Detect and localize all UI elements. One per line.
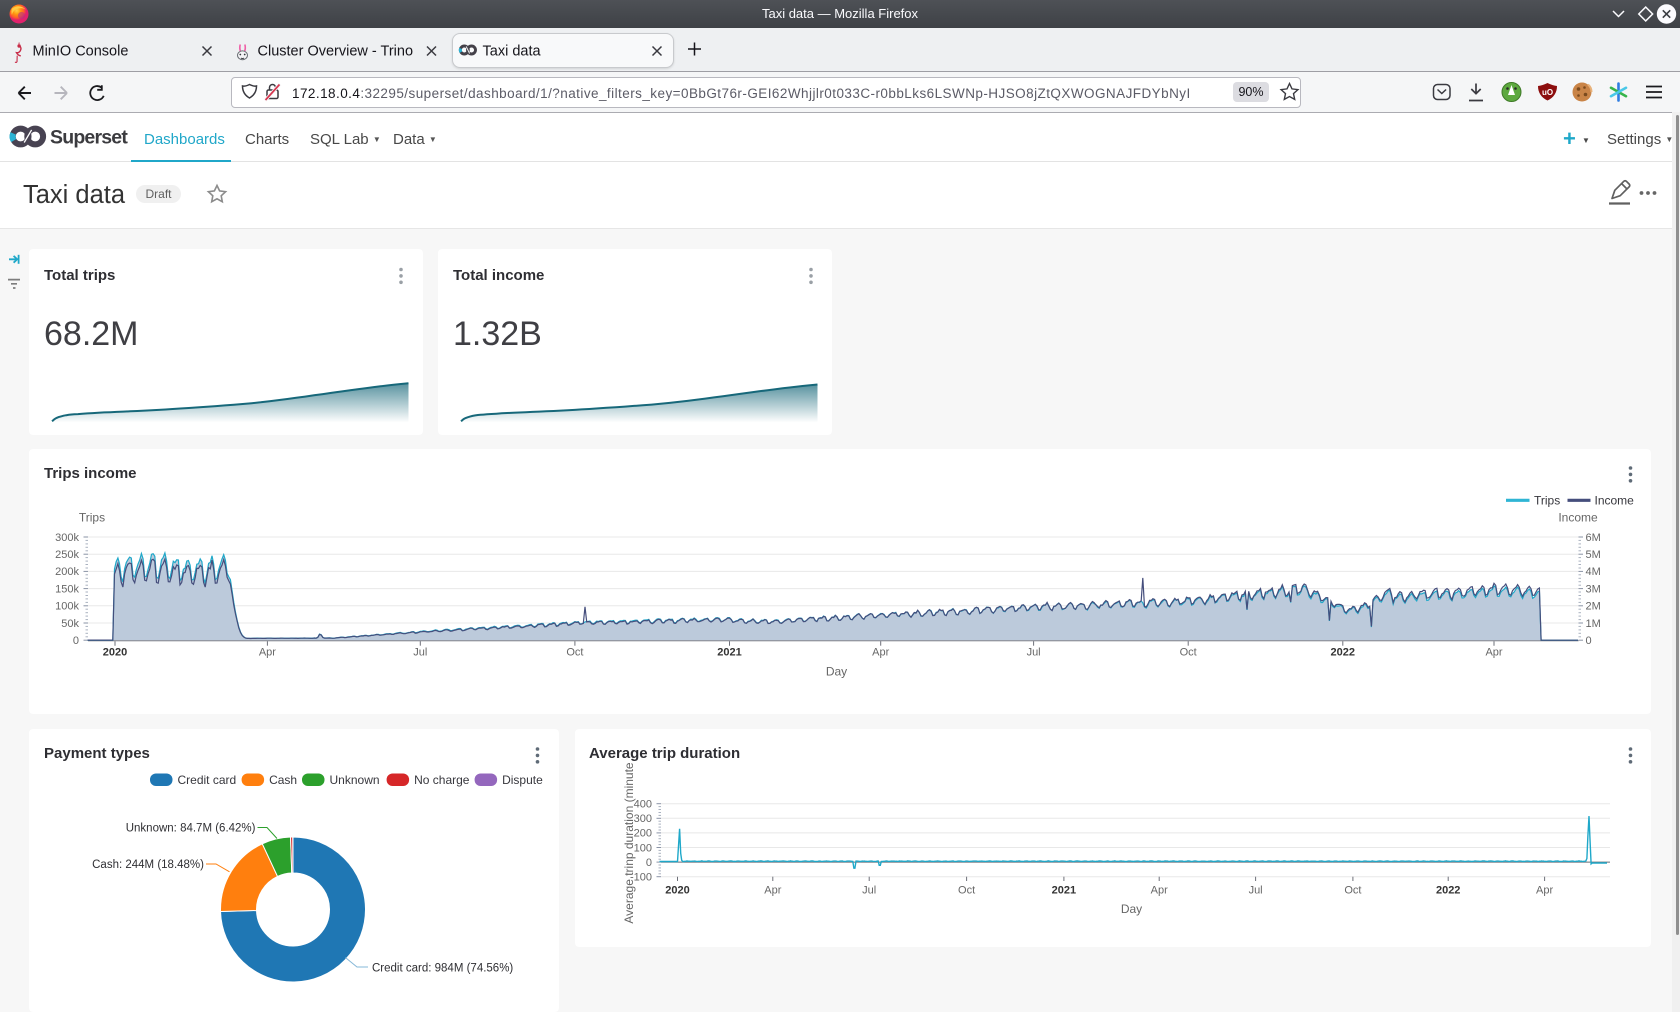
svg-text:0: 0 xyxy=(646,857,652,869)
svg-text:0: 0 xyxy=(73,635,79,647)
svg-text:-100: -100 xyxy=(630,872,652,884)
svg-text:Credit card: 984M (74.56%): Credit card: 984M (74.56%) xyxy=(372,963,513,975)
svg-text:Jul: Jul xyxy=(1027,647,1041,659)
svg-text:Average trinp duration (minute: Average trinp duration (minute xyxy=(622,762,636,924)
svg-text:Apr: Apr xyxy=(1536,885,1553,897)
svg-text:2022: 2022 xyxy=(1436,885,1460,897)
svg-text:Jul: Jul xyxy=(413,647,427,659)
svg-text:300: 300 xyxy=(634,813,652,825)
svg-text:4M: 4M xyxy=(1586,566,1601,578)
svg-text:Cash: 244M (18.48%): Cash: 244M (18.48%) xyxy=(92,859,204,871)
svg-text:2020: 2020 xyxy=(103,647,127,659)
svg-text:300k: 300k xyxy=(55,532,79,544)
svg-text:250k: 250k xyxy=(55,549,79,561)
svg-text:200: 200 xyxy=(634,828,652,840)
svg-text:Trips: Trips xyxy=(79,511,105,525)
svg-text:150k: 150k xyxy=(55,583,79,595)
svg-text:Income: Income xyxy=(1595,494,1635,508)
svg-text:Credit card: Credit card xyxy=(178,773,237,787)
svg-text:Oct: Oct xyxy=(566,647,583,659)
svg-text:400: 400 xyxy=(634,799,652,811)
svg-text:2M: 2M xyxy=(1586,601,1601,613)
svg-text:100k: 100k xyxy=(55,601,79,613)
svg-text:0: 0 xyxy=(1586,635,1592,647)
svg-text:Trips: Trips xyxy=(1534,494,1560,508)
svg-text:Superset: Superset xyxy=(50,127,128,149)
svg-text:2020: 2020 xyxy=(665,885,689,897)
svg-text:2021: 2021 xyxy=(717,647,741,659)
svg-text:2021: 2021 xyxy=(1052,885,1076,897)
svg-text:Dispute: Dispute xyxy=(502,773,543,787)
svg-text:Oct: Oct xyxy=(1344,885,1361,897)
svg-text:Unknown: 84.7M (6.42%): Unknown: 84.7M (6.42%) xyxy=(126,823,256,835)
svg-text:5M: 5M xyxy=(1586,549,1601,561)
svg-text:Apr: Apr xyxy=(872,647,889,659)
svg-text:Apr: Apr xyxy=(1151,885,1168,897)
svg-text:No charge: No charge xyxy=(414,773,470,787)
svg-text:Income: Income xyxy=(1558,511,1598,525)
svg-text:100: 100 xyxy=(634,842,652,854)
svg-text:Cash: Cash xyxy=(269,773,297,787)
svg-text:Oct: Oct xyxy=(958,885,975,897)
svg-text:Apr: Apr xyxy=(1485,647,1502,659)
svg-text:1M: 1M xyxy=(1586,618,1601,630)
svg-text:6M: 6M xyxy=(1586,532,1601,544)
svg-text:Jul: Jul xyxy=(862,885,876,897)
svg-text:50k: 50k xyxy=(61,618,79,630)
svg-text:3M: 3M xyxy=(1586,583,1601,595)
svg-text:Taxi data: Taxi data xyxy=(483,44,542,60)
svg-text:MinIO Console: MinIO Console xyxy=(33,44,129,60)
svg-text:Unknown: Unknown xyxy=(330,773,380,787)
svg-text:Jul: Jul xyxy=(1249,885,1263,897)
svg-text:Oct: Oct xyxy=(1180,647,1197,659)
svg-text:Day: Day xyxy=(1121,902,1142,916)
svg-text:2022: 2022 xyxy=(1331,647,1355,659)
svg-text:200k: 200k xyxy=(55,566,79,578)
svg-text:uO: uO xyxy=(1542,88,1553,97)
svg-text:Cluster Overview - Trino: Cluster Overview - Trino xyxy=(258,44,414,60)
svg-text:Apr: Apr xyxy=(764,885,781,897)
svg-text:Apr: Apr xyxy=(259,647,276,659)
svg-text:Day: Day xyxy=(826,665,847,679)
